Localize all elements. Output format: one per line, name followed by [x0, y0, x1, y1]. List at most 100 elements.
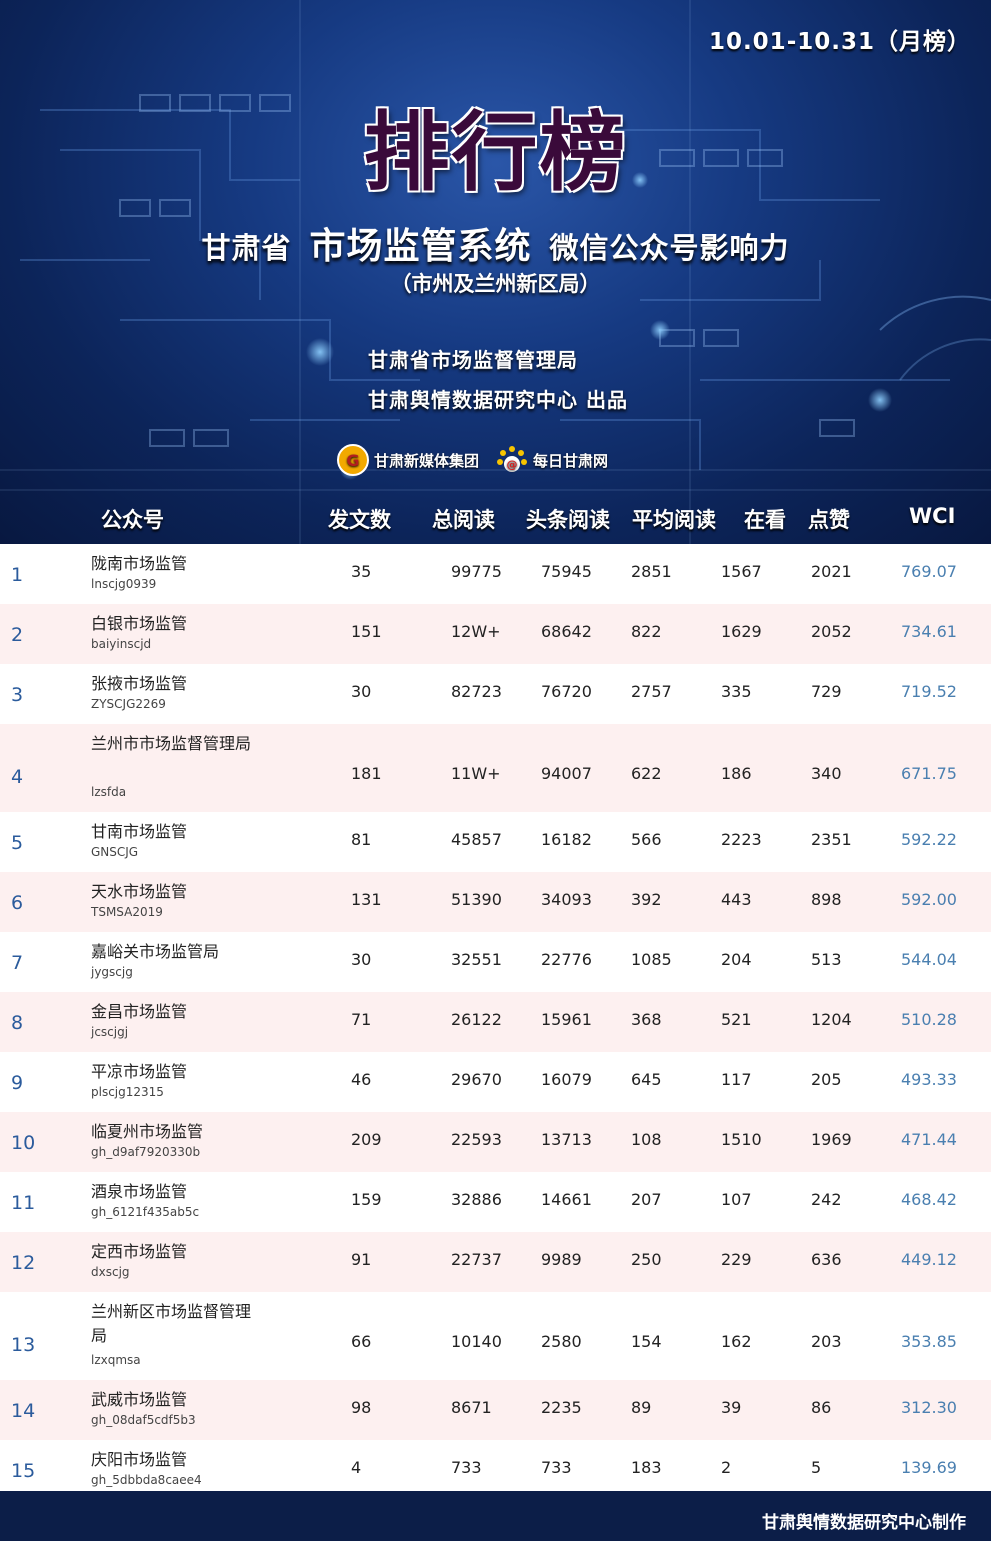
cell-likes: 340	[811, 764, 842, 783]
partner-logos: G 甘肃新媒体集团 @ 每日甘肃网	[336, 440, 608, 480]
cell-watching: 117	[721, 1070, 752, 1089]
footer-credit: 甘肃舆情数据研究中心制作	[762, 1513, 966, 1533]
footer-bar: 甘肃舆情数据研究中心制作	[0, 1491, 991, 1541]
col-avg-reads: 平均阅读	[632, 508, 716, 532]
rank-number: 10	[11, 1132, 36, 1154]
cell-posts: 91	[351, 1250, 372, 1269]
account-id: gh_6121f435ab5c	[91, 1205, 200, 1219]
date-range-label: 10.01-10.31（月榜）	[708, 29, 971, 55]
cell-headline: 16182	[541, 830, 592, 849]
rank-number: 4	[11, 766, 24, 788]
cell-wci: 671.75	[901, 764, 957, 783]
cell-wci: 449.12	[901, 1250, 957, 1269]
account-id: jcscjgj	[91, 1025, 129, 1039]
table-row: 5 甘南市场监管 GNSCJG 81 45857 16182 566 2223 2351 592.…	[0, 812, 991, 872]
col-account: 公众号	[101, 508, 164, 532]
account-id: ZYSCJG2269	[91, 697, 166, 711]
rank-number: 7	[11, 952, 24, 974]
rank-number: 8	[11, 1012, 24, 1034]
cell-total: 45857	[451, 830, 502, 849]
cell-watching: 521	[721, 1010, 752, 1029]
rank-number: 13	[11, 1334, 36, 1356]
cell-wci: 734.61	[901, 622, 957, 641]
cell-headline: 76720	[541, 682, 592, 701]
cell-avg: 2757	[631, 682, 672, 701]
cell-likes: 513	[811, 950, 842, 969]
table-row: 3 张掖市场监管 ZYSCJG2269 30 82723 76720 2757 335 729 7…	[0, 664, 991, 724]
cell-headline: 94007	[541, 764, 592, 783]
cell-likes: 242	[811, 1190, 842, 1209]
daily-gansu-emblem-icon: @	[497, 446, 528, 472]
cell-avg: 207	[631, 1190, 662, 1209]
cell-posts: 66	[351, 1332, 372, 1351]
cell-posts: 30	[351, 682, 372, 701]
table-row: 1 陇南市场监管 lnscjg0939 35 99775 75945 2851 1567 202…	[0, 544, 991, 604]
cell-total: 99775	[451, 562, 502, 581]
account-id: gh_08daf5cdf5b3	[91, 1413, 196, 1427]
account-id: lzsfda	[91, 785, 127, 799]
cell-wci: 493.33	[901, 1070, 957, 1089]
cell-avg: 89	[631, 1398, 652, 1417]
account-id: gh_5dbbda8caee4	[91, 1473, 202, 1487]
cell-wci: 139.69	[901, 1458, 957, 1477]
col-total-reads: 总阅读	[432, 508, 495, 532]
cell-likes: 729	[811, 682, 842, 701]
cell-posts: 151	[351, 622, 382, 641]
account-name: 庆阳市场监管	[91, 1450, 188, 1469]
cell-likes: 636	[811, 1250, 842, 1269]
account-id: jygscjg	[91, 965, 133, 979]
table-row: 6 天水市场监管 TSMSA2019 131 51390 34093 392 443 898 59…	[0, 872, 991, 932]
account-name: 武威市场监管	[91, 1390, 188, 1409]
cell-likes: 203	[811, 1332, 842, 1351]
subtitle-province: 甘肃省	[201, 231, 292, 265]
cell-posts: 181	[351, 764, 382, 783]
cell-posts: 159	[351, 1190, 382, 1209]
rank-number: 6	[11, 892, 24, 914]
table-row: 12 定西市场监管 dxscjg 91 22737 9989 250 229 636 449.12	[0, 1232, 991, 1292]
cell-watching: 1567	[721, 562, 762, 581]
cell-headline: 13713	[541, 1130, 592, 1149]
account-id: baiyinscjd	[91, 637, 152, 651]
account-name: 酒泉市场监管	[91, 1182, 188, 1201]
col-headline-reads: 头条阅读	[526, 508, 610, 532]
cell-watching: 1629	[721, 622, 762, 641]
cell-watching: 39	[721, 1398, 742, 1417]
daily-gansu-logo: @ 每日甘肃网	[495, 443, 608, 477]
cell-headline: 9989	[541, 1250, 582, 1269]
account-name: 嘉峪关市场监管局	[91, 942, 220, 961]
cell-wci: 353.85	[901, 1332, 957, 1351]
cell-headline: 2580	[541, 1332, 582, 1351]
cell-wci: 592.00	[901, 890, 957, 909]
cell-total: 22593	[451, 1130, 502, 1149]
cell-headline: 733	[541, 1458, 572, 1477]
col-watching: 在看	[744, 508, 786, 532]
svg-text:G: G	[346, 451, 359, 470]
gansu-media-logo-text: 甘肃新媒体集团	[374, 451, 480, 470]
cell-posts: 46	[351, 1070, 372, 1089]
rank-number: 11	[11, 1192, 36, 1214]
cell-total: 22737	[451, 1250, 502, 1269]
cell-wci: 468.42	[901, 1190, 957, 1209]
cell-posts: 35	[351, 562, 372, 581]
account-name: 张掖市场监管	[91, 674, 188, 693]
table-row: 15 庆阳市场监管 gh_5dbbda8caee4 4 733 733 183 2 5 139.6…	[0, 1440, 991, 1500]
cell-avg: 645	[631, 1070, 662, 1089]
table-row: 4 兰州市市场监督管理局 lzsfda 181 11W+ 94007 622 186 340 67…	[0, 724, 991, 812]
rank-number: 15	[11, 1460, 36, 1482]
cell-posts: 71	[351, 1010, 372, 1029]
rank-number: 9	[11, 1072, 24, 1094]
cell-total: 11W+	[451, 764, 501, 783]
cell-posts: 209	[351, 1130, 382, 1149]
account-name: 甘南市场监管	[91, 822, 188, 841]
subtitle-influence: 微信公众号影响力	[549, 231, 790, 265]
account-name: 定西市场监管	[91, 1242, 188, 1261]
rank-number: 12	[11, 1252, 36, 1274]
rank-number: 2	[11, 624, 24, 646]
col-likes: 点赞	[808, 508, 850, 532]
cell-likes: 2052	[811, 622, 852, 641]
cell-likes: 205	[811, 1070, 842, 1089]
table-row: 8 金昌市场监管 jcscjgj 71 26122 15961 368 521 1204 510.…	[0, 992, 991, 1052]
cell-watching: 186	[721, 764, 752, 783]
gansu-new-media-logo: G 甘肃新媒体集团	[336, 443, 479, 477]
account-id: plscjg12315	[91, 1085, 164, 1099]
